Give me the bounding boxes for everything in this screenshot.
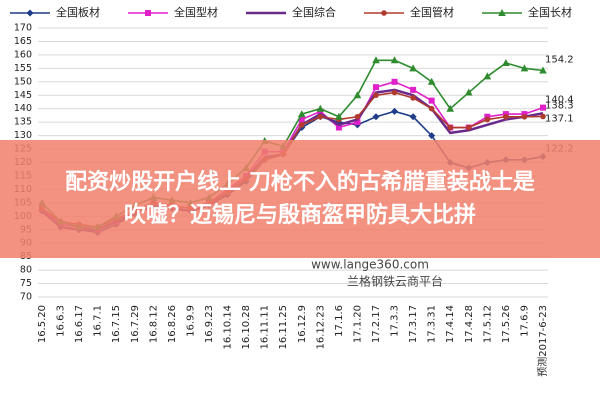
marker — [503, 113, 509, 120]
x-tick-label: 16.9.23 — [204, 305, 215, 343]
marker — [502, 58, 510, 66]
marker — [354, 119, 361, 126]
x-tick-label: 17.4.14 — [445, 305, 456, 343]
legend-label: 全国综合 — [292, 5, 336, 19]
x-tick-label: 预测2017-6-23 — [536, 305, 549, 377]
marker — [428, 132, 436, 140]
marker — [428, 97, 435, 104]
y-tick-label: 165 — [14, 36, 32, 47]
end-value-label: 137.1 — [545, 114, 574, 125]
x-tick-label: 16.8.26 — [167, 305, 178, 343]
end-value-label: 138.3 — [545, 100, 574, 111]
marker — [373, 92, 379, 99]
marker — [26, 9, 34, 17]
y-tick-label: 80 — [20, 265, 32, 276]
y-tick-label: 75 — [20, 278, 32, 289]
x-tick-label: 17.3.17 — [408, 305, 419, 343]
legend-label: 全国型材 — [174, 5, 218, 19]
y-tick-label: 70 — [20, 292, 32, 303]
marker — [427, 77, 436, 85]
x-tick-label: 16.12.23 — [315, 305, 326, 350]
x-tick-label: 17.3.31 — [427, 305, 438, 343]
marker — [298, 116, 305, 123]
marker — [410, 95, 416, 101]
x-tick-label: 16.6.17 — [74, 305, 85, 343]
marker — [540, 104, 546, 111]
x-tick-label: 16.7.1 — [93, 305, 104, 337]
marker — [372, 113, 380, 121]
x-tick-label: 17.2.17 — [371, 305, 382, 343]
x-tick-label: 16.7.29 — [130, 305, 141, 343]
legend-label: 全国管材 — [410, 5, 454, 19]
watermark: 兰格钢铁云商平台 — [347, 274, 443, 289]
x-tick-label: 16.9.9 — [185, 305, 196, 337]
marker — [409, 64, 417, 72]
end-value-label: 140.4 — [545, 95, 574, 106]
legend-label: 全国板材 — [56, 5, 100, 19]
marker — [373, 84, 379, 91]
marker — [372, 56, 380, 64]
x-tick-label: 17.1.6 — [334, 305, 345, 337]
marker — [354, 113, 361, 120]
x-tick-label: 17.4.28 — [464, 305, 475, 343]
y-tick-label: 130 — [14, 130, 32, 141]
marker — [391, 78, 398, 85]
y-tick-label: 145 — [14, 90, 32, 101]
y-tick-label: 140 — [14, 103, 32, 114]
x-tick-label: 17.6.9 — [519, 305, 530, 337]
marker — [483, 72, 492, 80]
x-tick-label: 16.7.15 — [111, 305, 122, 343]
marker — [317, 113, 324, 120]
y-tick-label: 170 — [14, 23, 32, 34]
watermark: www.lange360.com — [311, 258, 429, 272]
marker — [464, 88, 473, 96]
overlay-banner — [0, 140, 600, 258]
marker — [428, 105, 435, 112]
marker — [540, 113, 546, 120]
marker — [410, 86, 417, 93]
x-tick-label: 16.10.28 — [241, 305, 252, 350]
marker — [335, 112, 343, 120]
marker — [465, 124, 472, 131]
marker — [498, 9, 506, 16]
overlay-text: 吹嘘？迈锡尼与殷商盔甲防具大比拼 — [124, 202, 476, 228]
x-tick-label: 17.3.3 — [390, 305, 401, 337]
marker — [381, 10, 387, 16]
marker — [353, 91, 362, 99]
y-tick-label: 155 — [14, 63, 32, 74]
marker — [484, 116, 491, 123]
legend-label: 全国长材 — [528, 5, 572, 19]
x-tick-label: 16.5.20 — [37, 305, 48, 343]
x-tick-label: 16.11.25 — [278, 305, 289, 350]
x-tick-label: 16.12.9 — [297, 305, 308, 343]
end-value-label: 154.2 — [545, 55, 574, 66]
marker — [391, 107, 399, 115]
marker — [446, 104, 455, 112]
marker — [447, 124, 454, 131]
x-tick-label: 16.8.12 — [148, 305, 159, 343]
marker — [335, 124, 342, 131]
marker — [391, 89, 398, 96]
x-tick-label: 17.5.12 — [482, 305, 493, 343]
overlay-text: 配资炒股开户线上 刀枪不入的古希腊重装战士是 — [65, 169, 535, 195]
marker — [539, 66, 547, 74]
marker — [520, 64, 529, 72]
marker — [390, 56, 399, 64]
y-tick-label: 150 — [14, 76, 32, 87]
x-tick-label: 17.1.20 — [352, 305, 363, 343]
x-tick-label: 16.11.11 — [260, 305, 271, 350]
x-tick-label: 16.6.3 — [56, 305, 67, 337]
y-tick-label: 135 — [14, 117, 32, 128]
marker — [409, 113, 417, 121]
marker — [316, 104, 325, 112]
y-tick-label: 160 — [14, 49, 32, 60]
marker — [521, 113, 528, 120]
marker — [297, 110, 306, 118]
x-tick-label: 16.10.14 — [223, 305, 234, 350]
marker — [298, 122, 305, 128]
marker — [145, 10, 151, 16]
x-tick-label: 17.5.26 — [501, 305, 512, 343]
